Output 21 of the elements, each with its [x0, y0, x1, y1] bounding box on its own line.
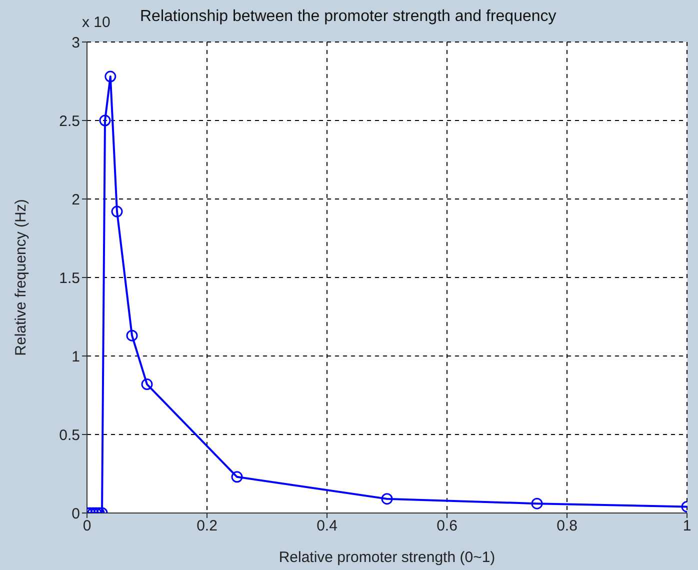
x-tick-label: 0.4 — [316, 518, 338, 535]
x-tick-label: 1 — [682, 518, 692, 535]
text: x 10 — [82, 14, 110, 31]
point — [99, 114, 111, 126]
point — [104, 70, 116, 82]
y-tick-label: 3 — [72, 34, 80, 52]
point — [111, 206, 123, 218]
y-tick-label: 0.5 — [59, 426, 80, 444]
y-tick-label: 1 — [72, 348, 80, 366]
x-tick-label: 0.8 — [556, 518, 578, 535]
x-tick-label: 0.2 — [196, 518, 218, 535]
point — [126, 330, 138, 342]
y-tick-label: 1.5 — [59, 270, 80, 287]
y-tick-label: 2 — [72, 191, 80, 208]
x-tick-label: 0 — [82, 518, 92, 535]
y-axis-title: Relative frequency (Hz) — [12, 199, 30, 356]
y-tick-label: 0 — [72, 505, 80, 522]
x-tick-label: 0.6 — [436, 518, 458, 535]
chart-title: Relationship between the promoter strength and frequency — [140, 8, 558, 26]
x-axis-title: Relative promoter strength (0~1) — [278, 549, 496, 566]
y-tick-label: 2.5 — [59, 112, 80, 130]
